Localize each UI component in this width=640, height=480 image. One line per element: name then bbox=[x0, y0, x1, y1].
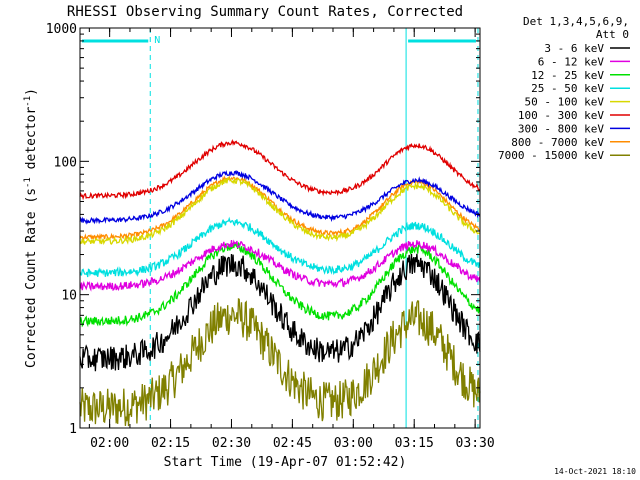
x-tick-label: 02:15 bbox=[151, 436, 190, 451]
legend-entry-label: 25 - 50 keV bbox=[531, 82, 604, 95]
legend-entry-label: 6 - 12 keV bbox=[538, 55, 605, 68]
y-axis-label-part3: ) bbox=[24, 88, 39, 96]
legend-entry-label: 7000 - 15000 keV bbox=[498, 149, 604, 162]
series-line bbox=[79, 170, 481, 225]
legend-entry-label: 12 - 25 keV bbox=[531, 69, 604, 82]
legend-header-attenuator: Att 0 bbox=[596, 28, 629, 41]
series-line bbox=[79, 298, 481, 427]
x-tick-label: 02:45 bbox=[273, 436, 312, 451]
y-axis: 1 10 100 1000 bbox=[46, 22, 480, 437]
x-tick-label: 02:30 bbox=[212, 436, 251, 451]
series-line bbox=[79, 175, 481, 241]
night-label: N bbox=[154, 35, 160, 46]
legend-entry-label: 3 - 6 keV bbox=[544, 42, 604, 55]
series-line bbox=[79, 253, 481, 372]
x-tick-label: 03:15 bbox=[395, 436, 434, 451]
series-line bbox=[79, 239, 481, 292]
y-tick-label: 1 bbox=[69, 422, 77, 437]
legend-entry-label: 100 - 300 keV bbox=[518, 109, 604, 122]
x-axis: 02:00 02:15 02:30 02:45 03:00 03:15 03:30 bbox=[88, 28, 495, 451]
x-tick-label: 03:00 bbox=[334, 436, 373, 451]
y-axis-label-part1: Corrected Count Rate (s bbox=[24, 188, 39, 368]
series-line bbox=[79, 216, 480, 278]
legend-entry-label: 800 - 7000 keV bbox=[511, 136, 604, 149]
x-tick-label: 02:00 bbox=[90, 436, 129, 451]
chart-title: RHESSI Observing Summary Count Rates, Co… bbox=[67, 4, 463, 20]
y-tick-label: 10 bbox=[61, 289, 77, 304]
series-line bbox=[79, 177, 481, 246]
series-traces bbox=[79, 138, 481, 427]
x-tick-label: 03:30 bbox=[456, 436, 495, 451]
plot-frame bbox=[79, 27, 481, 429]
y-axis-label-part2: detector bbox=[24, 107, 39, 178]
y-tick-label: 1000 bbox=[46, 22, 77, 37]
legend-entry-label: 300 - 800 keV bbox=[518, 122, 604, 135]
y-axis-label-sup2: -1 bbox=[23, 96, 33, 107]
y-axis-label: Corrected Count Rate (s-1 detector-1) bbox=[23, 88, 39, 368]
legend-entry-label: 50 - 100 keV bbox=[525, 96, 605, 109]
x-axis-label: Start Time (19-Apr-07 01:52:42) bbox=[164, 455, 407, 470]
render-timestamp: 14-Oct-2021 18:10 bbox=[554, 467, 636, 476]
legend-header-detectors: Det 1,3,4,5,6,9, bbox=[523, 15, 629, 28]
series-line bbox=[79, 138, 481, 201]
y-axis-label-sup1: -1 bbox=[23, 177, 33, 188]
y-tick-label: 100 bbox=[54, 155, 77, 170]
